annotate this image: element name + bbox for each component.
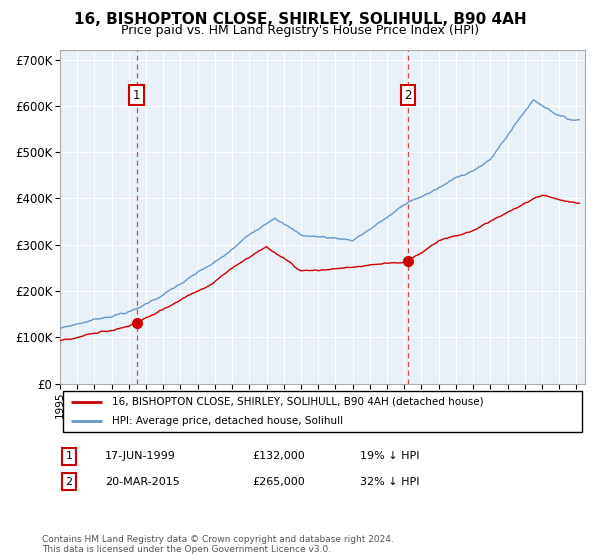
Text: 16, BISHOPTON CLOSE, SHIRLEY, SOLIHULL, B90 4AH (detached house): 16, BISHOPTON CLOSE, SHIRLEY, SOLIHULL, … xyxy=(113,396,484,407)
Text: 32% ↓ HPI: 32% ↓ HPI xyxy=(360,477,419,487)
Text: 19% ↓ HPI: 19% ↓ HPI xyxy=(360,451,419,461)
Text: 1: 1 xyxy=(65,451,73,461)
Text: £132,000: £132,000 xyxy=(252,451,305,461)
Text: 1: 1 xyxy=(133,89,140,102)
FancyBboxPatch shape xyxy=(62,391,583,432)
Text: Contains HM Land Registry data © Crown copyright and database right 2024.
This d: Contains HM Land Registry data © Crown c… xyxy=(42,535,394,554)
Text: HPI: Average price, detached house, Solihull: HPI: Average price, detached house, Soli… xyxy=(113,417,344,427)
Text: 16, BISHOPTON CLOSE, SHIRLEY, SOLIHULL, B90 4AH: 16, BISHOPTON CLOSE, SHIRLEY, SOLIHULL, … xyxy=(74,12,526,27)
Text: £265,000: £265,000 xyxy=(252,477,305,487)
Text: 17-JUN-1999: 17-JUN-1999 xyxy=(105,451,176,461)
Text: Price paid vs. HM Land Registry's House Price Index (HPI): Price paid vs. HM Land Registry's House … xyxy=(121,24,479,36)
Text: 2: 2 xyxy=(404,89,412,102)
Text: 20-MAR-2015: 20-MAR-2015 xyxy=(105,477,180,487)
Text: 2: 2 xyxy=(65,477,73,487)
